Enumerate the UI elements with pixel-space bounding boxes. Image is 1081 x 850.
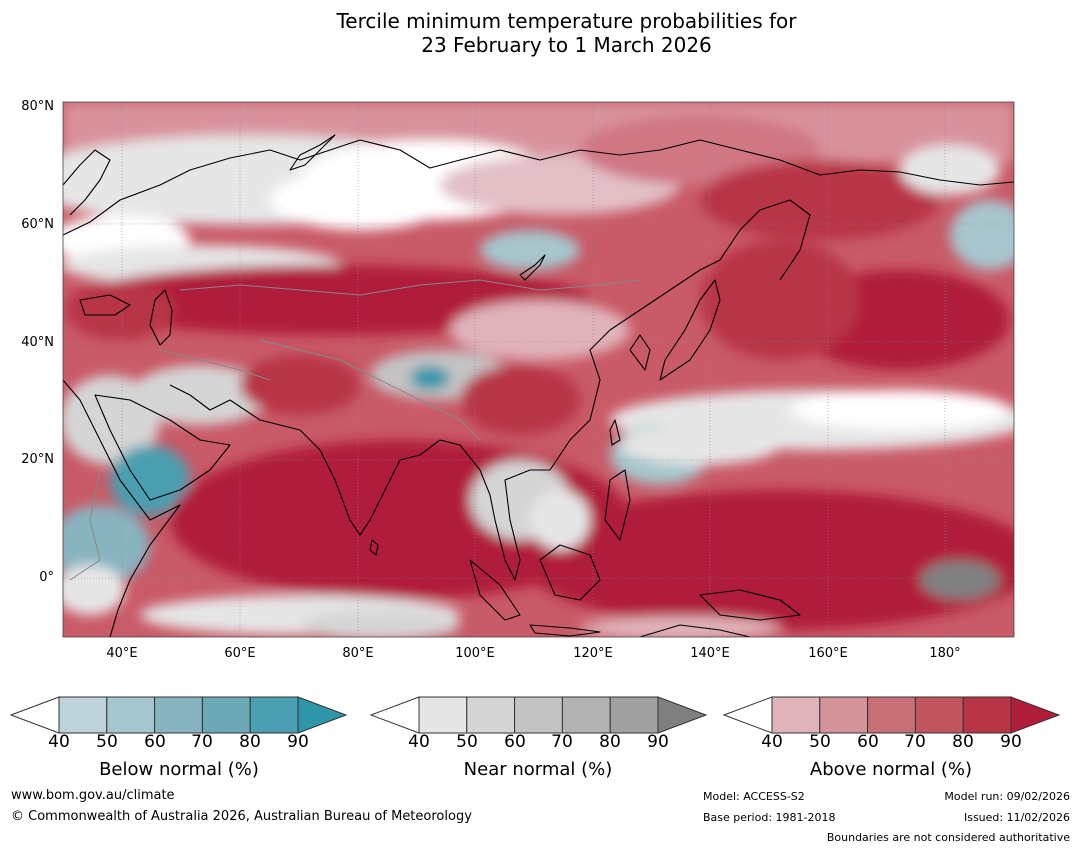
model-text: Model: ACCESS-S2 [703,790,805,803]
colorbar-segment [514,696,563,734]
colorbar-tick: 80 [599,732,621,752]
colorbar-tick: 70 [191,732,213,752]
colorbar-below [9,696,348,734]
colorbar-tick: 80 [952,732,974,752]
colorbar-segment [154,696,203,734]
colorbar-tick: 50 [96,732,118,752]
colorbar-segment [561,696,611,734]
chart-title: Tercile minimum temperature probabilitie… [0,9,1081,57]
colorbar-tick: 90 [287,732,309,752]
colorbar-segment [771,696,821,734]
colorbar-tick: 60 [144,732,166,752]
colorbar-segment [867,696,916,734]
colorbar-tick: 40 [48,732,70,752]
base-period-text: Base period: 1981-2018 [703,811,836,824]
colorbar-segment [466,696,516,734]
colorbar-above-title: Above normal (%) [809,759,973,780]
colorbar-tick: 70 [904,732,926,752]
lat-label-60n: 60°N [21,217,54,232]
colorbar-segment [819,696,869,734]
copyright-text: © Commonwealth of Australia 2026, Austra… [11,809,472,824]
lat-label-0: 0° [39,570,54,585]
probability-shading [63,102,1014,637]
website-link[interactable]: www.bom.gov.au/climate [11,788,175,803]
colorbar-tick: 50 [456,732,478,752]
lat-label-20n: 20°N [21,452,54,467]
colorbar-segment [201,696,251,734]
colorbar-segment [418,696,468,734]
title-line-2: 23 February to 1 March 2026 [421,33,712,57]
colorbar-tick: 60 [857,732,879,752]
lon-label-180: 180° [929,646,961,661]
title-line-1: Tercile minimum temperature probabilitie… [336,9,797,33]
disclaimer-text: Boundaries are not considered authoritat… [826,831,1070,844]
lon-label-40e: 40°E [106,646,138,661]
colorbar-segment [58,696,108,734]
model-run-text: Model run: 09/02/2026 [944,790,1070,803]
coastlines [63,134,1014,637]
map-frame [62,101,1015,638]
colorbar-tick: 90 [647,732,669,752]
map-field [63,102,1014,637]
lon-label-120e: 120°E [573,646,613,661]
lon-label-80e: 80°E [342,646,374,661]
colorbar-tick: 40 [761,732,783,752]
colorbar-segment [249,696,299,734]
lat-label-40n: 40°N [21,335,54,350]
colorbar-near-title: Near normal (%) [463,759,613,780]
boundaries [69,279,641,581]
lon-label-160e: 160°E [808,646,848,661]
colorbar-segment [106,696,156,734]
colorbar-above [722,696,1061,734]
colorbar-tick: 50 [809,732,831,752]
colorbar-tick: 40 [408,732,430,752]
lat-label-80n: 80°N [21,99,54,114]
colorbar-below-title: Below normal (%) [99,759,259,780]
colorbar-tick: 70 [551,732,573,752]
colorbar-segment [914,696,964,734]
lon-label-100e: 100°E [455,646,495,661]
lon-label-60e: 60°E [224,646,256,661]
colorbar-tick: 60 [504,732,526,752]
colorbar-segment [962,696,1012,734]
lon-label-140e: 140°E [690,646,730,661]
colorbar-near [369,696,708,734]
colorbar-tick: 90 [1000,732,1022,752]
issued-text: Issued: 11/02/2026 [963,811,1070,824]
colorbar-segment [609,696,659,734]
colorbar-tick: 80 [239,732,261,752]
